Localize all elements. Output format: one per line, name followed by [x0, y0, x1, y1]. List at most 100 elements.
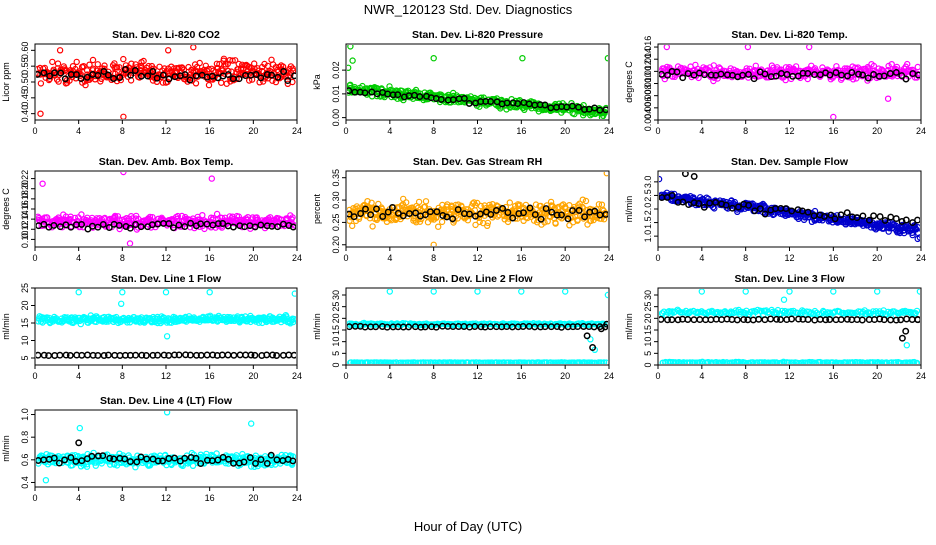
hourly-point — [153, 74, 161, 82]
hourly-point — [126, 458, 134, 466]
hourly-point — [110, 455, 118, 463]
sample-point — [261, 60, 268, 68]
hourly-point — [466, 210, 473, 218]
hourly-point — [777, 316, 784, 324]
hourly-point — [804, 208, 812, 216]
hourly-point — [558, 211, 565, 219]
sample-point — [163, 333, 171, 340]
hourly-point — [197, 220, 205, 228]
hourly-point — [804, 69, 812, 77]
hourly-point — [144, 72, 152, 80]
sample-point — [399, 320, 406, 327]
sample-point — [860, 359, 867, 364]
sample-point — [199, 211, 206, 219]
hourly-point — [284, 77, 292, 85]
hourly-point — [251, 351, 259, 359]
hourly-point — [751, 207, 759, 215]
sample-point — [522, 359, 529, 364]
hourly-point — [449, 215, 457, 223]
sample-point — [874, 359, 882, 364]
hourly-point — [181, 454, 189, 462]
hourly-point — [384, 208, 392, 216]
sample-point — [225, 67, 232, 75]
hourly-point — [62, 351, 70, 359]
hourly-point — [214, 456, 222, 464]
hourly-point — [537, 323, 544, 331]
x-tick-label: 16 — [205, 253, 215, 263]
x-tick-label: 0 — [32, 493, 37, 503]
hourly-point — [289, 457, 296, 465]
hourly-point — [289, 223, 296, 231]
sample-point — [86, 61, 93, 68]
sample-point — [442, 359, 449, 364]
y-tick-label: 0.18 — [20, 190, 30, 208]
hourly-point — [291, 72, 296, 80]
hourly-point — [773, 315, 781, 323]
hourly-point — [426, 208, 434, 216]
hourly-point — [761, 70, 769, 78]
hourly-point — [269, 351, 277, 359]
hourly-point — [531, 211, 539, 219]
sample-point — [742, 289, 749, 295]
hourly-point — [214, 220, 222, 228]
hourly-point — [591, 207, 599, 215]
hourly-point — [504, 209, 512, 216]
hourly-point — [137, 223, 145, 231]
hourly-point — [712, 198, 720, 206]
sample-point — [174, 212, 181, 220]
hourly-point — [263, 71, 271, 78]
hourly-point — [274, 223, 282, 231]
sample-point — [566, 222, 573, 229]
panel-3: Stan. Dev. Li-820 Temp. degrees C 0 4 8 12 16 2… — [624, 29, 926, 136]
y-tick-label: 0.016 — [643, 36, 653, 59]
panel-2: Stan. Dev. Li-820 Pressure kPa 0 4 8 12 16 20 24… — [312, 29, 614, 136]
sample-point — [911, 358, 918, 364]
x-tick-label: 20 — [248, 371, 258, 381]
sample-point — [393, 359, 400, 364]
sample-point — [710, 62, 718, 69]
y-tick-label: 0.25 — [331, 214, 341, 232]
hourly-point — [537, 215, 545, 223]
sample-point — [885, 62, 892, 70]
hourly-point — [373, 205, 380, 213]
sample-point — [543, 359, 550, 364]
x-tick-label: 4 — [387, 371, 392, 381]
sample-point — [415, 198, 423, 206]
hourly-point — [826, 71, 834, 79]
y-tick-label: 0.00 — [331, 109, 341, 127]
sample-point — [126, 240, 134, 246]
hourly-point — [121, 66, 129, 73]
hourly-point — [492, 206, 500, 214]
hourly-point — [347, 210, 353, 218]
hourly-point — [487, 210, 495, 218]
y-tick-label: 2.5 — [643, 189, 653, 202]
x-tick-label: 12 — [161, 126, 171, 136]
sample-point — [698, 289, 705, 295]
y-tick-label: 0.014 — [643, 48, 653, 71]
x-tick-label: 20 — [560, 371, 570, 381]
y-tick-label: 0.20 — [331, 236, 341, 254]
hourly-point — [864, 74, 872, 82]
panel-title: Stan. Dev. Line 3 Flow — [734, 273, 845, 285]
hourly-point — [432, 323, 440, 331]
sample-point — [516, 201, 523, 208]
hourly-point — [133, 458, 141, 466]
hourly-point — [583, 332, 591, 340]
hourly-point — [569, 207, 576, 215]
hourly-point — [159, 71, 167, 79]
hourly-point — [181, 223, 189, 231]
hourly-point — [399, 212, 407, 220]
y-tick-label: 1.0 — [20, 408, 30, 421]
hourly-point — [66, 351, 74, 359]
panel-9: Stan. Dev. Line 3 Flow ml/min 0 4 8 12 16 20 24 0… — [624, 273, 926, 381]
hourly-point — [892, 68, 900, 76]
sample-point — [576, 359, 583, 364]
hourly-point — [236, 351, 244, 359]
hourly-point — [437, 95, 445, 103]
hourly-point — [903, 315, 911, 323]
hourly-point — [733, 316, 741, 324]
sample-point — [793, 359, 801, 364]
hourly-point — [745, 70, 752, 78]
sample-point — [914, 63, 920, 71]
